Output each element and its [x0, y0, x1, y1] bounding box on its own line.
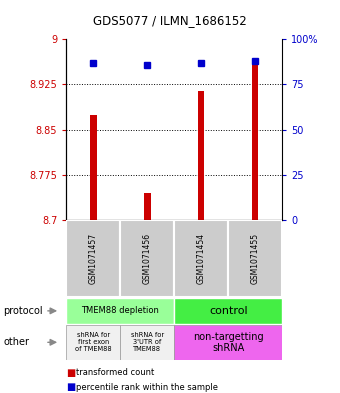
Text: GSM1071455: GSM1071455 — [251, 233, 260, 284]
Bar — [144, 193, 151, 220]
Text: ■: ■ — [66, 367, 75, 378]
Bar — [66, 298, 174, 324]
Bar — [66, 220, 120, 297]
Bar — [120, 325, 174, 360]
Text: other: other — [3, 337, 29, 347]
Text: protocol: protocol — [3, 306, 43, 316]
Text: shRNA for
3'UTR of
TMEM88: shRNA for 3'UTR of TMEM88 — [131, 332, 164, 352]
Text: GSM1071454: GSM1071454 — [197, 233, 206, 284]
Text: GSM1071456: GSM1071456 — [143, 233, 152, 284]
Text: percentile rank within the sample: percentile rank within the sample — [76, 383, 219, 392]
Bar — [228, 220, 282, 297]
Bar — [198, 90, 204, 220]
Text: ■: ■ — [66, 382, 75, 393]
Text: TMEM88 depletion: TMEM88 depletion — [81, 307, 159, 315]
Bar — [252, 61, 258, 220]
Text: shRNA for
first exon
of TMEM88: shRNA for first exon of TMEM88 — [75, 332, 112, 352]
Bar — [174, 298, 282, 324]
Text: transformed count: transformed count — [76, 368, 155, 377]
Bar — [120, 220, 174, 297]
Text: GDS5077 / ILMN_1686152: GDS5077 / ILMN_1686152 — [93, 14, 247, 27]
Text: GSM1071457: GSM1071457 — [89, 233, 98, 284]
Bar — [66, 325, 120, 360]
Text: non-targetting
shRNA: non-targetting shRNA — [193, 332, 264, 353]
Bar — [174, 325, 282, 360]
Bar — [90, 115, 97, 220]
Text: control: control — [209, 306, 248, 316]
Bar — [174, 220, 228, 297]
